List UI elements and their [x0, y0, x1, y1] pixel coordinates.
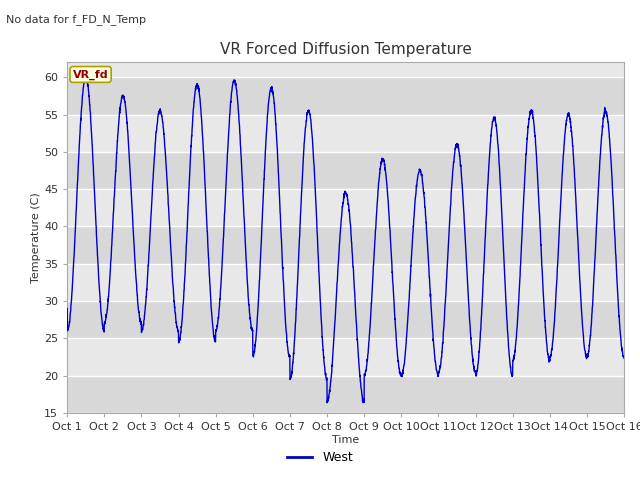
Title: VR Forced Diffusion Temperature: VR Forced Diffusion Temperature	[220, 42, 472, 57]
Bar	[67, 375, 624, 413]
Bar	[67, 264, 624, 301]
Bar	[67, 62, 624, 77]
X-axis label: Time: Time	[332, 434, 359, 444]
Legend: West: West	[282, 446, 358, 469]
Bar	[67, 115, 624, 152]
Y-axis label: Temperature (C): Temperature (C)	[31, 192, 41, 283]
Bar	[67, 77, 624, 115]
Bar	[67, 227, 624, 264]
Bar	[67, 338, 624, 375]
Bar	[67, 301, 624, 338]
Bar	[67, 152, 624, 189]
Text: VR_fd: VR_fd	[73, 69, 108, 80]
Text: No data for f_FD_N_Temp: No data for f_FD_N_Temp	[6, 14, 147, 25]
Bar	[67, 189, 624, 227]
